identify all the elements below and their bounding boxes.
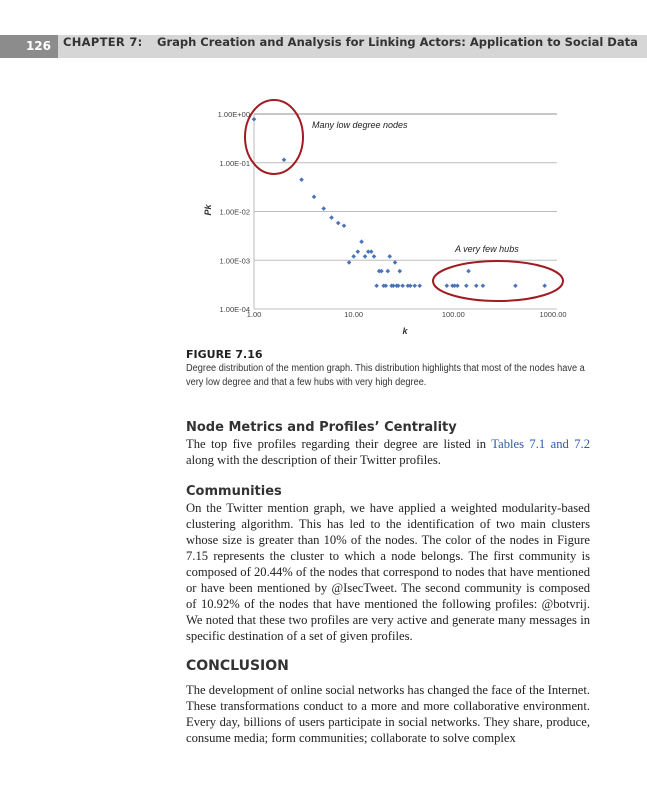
y-tick-label: 1.00E-02 — [220, 208, 250, 217]
data-point — [397, 268, 403, 274]
x-tick-label: 10.00 — [344, 310, 363, 319]
figure-caption-text: Degree distribution of the mention graph… — [186, 363, 585, 388]
y-tick-label: 1.00E-04 — [220, 305, 250, 314]
data-point — [362, 254, 368, 259]
data-point — [395, 283, 401, 289]
paragraph: On the Twitter mention graph, we have ap… — [186, 501, 590, 643]
annotation-ellipse-low-degree — [244, 99, 304, 175]
data-point — [335, 220, 341, 226]
data-point — [383, 283, 389, 289]
y-tick-label: 1.00E+00 — [218, 110, 250, 119]
data-point — [392, 260, 398, 265]
annotation-label: Many low degree nodes — [312, 120, 408, 130]
data-point — [455, 283, 460, 289]
data-point — [251, 116, 257, 122]
data-point — [311, 194, 317, 200]
data-point — [329, 215, 334, 220]
data-point — [379, 268, 384, 274]
data-point — [417, 283, 423, 289]
paragraph: The top five profiles regarding their de… — [186, 436, 590, 468]
paragraph: The development of online social network… — [186, 683, 590, 745]
data-point — [444, 283, 450, 289]
data-point — [452, 283, 457, 289]
text: along with the description of their Twit… — [186, 453, 441, 467]
annotation-label: A very few hubs — [454, 244, 519, 254]
data-point — [341, 223, 347, 229]
data-point — [359, 239, 364, 245]
y-tick-label: 1.00E-03 — [220, 256, 250, 265]
chapter-title: Graph Creation and Analysis for Linking … — [157, 35, 638, 49]
data-point — [400, 283, 405, 289]
text: The top five profiles regarding their de… — [186, 437, 492, 451]
page-number: 126 — [0, 35, 58, 58]
section-node-metrics: Node Metrics and Profiles’ Centrality Th… — [186, 420, 590, 468]
x-axis-label: k — [402, 326, 408, 336]
y-tick-label: 1.00E-01 — [220, 159, 250, 168]
figure-caption: FIGURE 7.16 Degree distribution of the m… — [186, 348, 596, 390]
data-point — [374, 283, 379, 289]
data-point — [391, 283, 396, 289]
data-point — [464, 283, 469, 289]
data-point — [376, 268, 382, 274]
data-point — [412, 283, 418, 289]
x-tick-label: 1.00 — [247, 310, 262, 319]
data-point — [474, 283, 479, 289]
data-point — [281, 157, 287, 163]
data-point — [299, 177, 304, 182]
running-header: 126 CHAPTER 7: Graph Creation and Analys… — [0, 35, 647, 58]
chapter-label: CHAPTER 7: — [63, 35, 143, 49]
section-conclusion: CONCLUSION The development of online soc… — [186, 658, 590, 746]
tables-link[interactable]: Tables 7.1 and 7.2 — [491, 437, 590, 451]
section-heading: CONCLUSION — [186, 658, 289, 674]
data-point — [480, 283, 486, 289]
data-point — [355, 249, 361, 254]
x-tick-label: 1000.00 — [539, 310, 566, 319]
y-axis-label: Pk — [203, 204, 213, 216]
data-point — [321, 206, 326, 211]
section-heading: Communities — [186, 484, 282, 499]
degree-distribution-chart: 1.00E+00 1.00E-01 1.00E-02 1.00E-03 1.00E-04… — [203, 99, 567, 336]
annotation-ellipse-hubs — [432, 260, 564, 302]
data-point — [542, 283, 547, 289]
data-point — [346, 260, 352, 265]
data-point — [385, 268, 391, 274]
data-point — [371, 254, 377, 259]
data-point — [466, 268, 471, 274]
data-point — [387, 254, 393, 259]
data-point — [407, 283, 413, 289]
x-tick-label: 100.00 — [442, 310, 465, 319]
data-point — [405, 283, 411, 289]
section-communities: Communities On the Twitter mention graph… — [186, 484, 590, 644]
figure-label: FIGURE 7.16 — [186, 348, 263, 361]
section-heading: Node Metrics and Profiles’ Centrality — [186, 420, 457, 435]
data-point — [513, 283, 518, 289]
data-point — [365, 249, 371, 254]
data-point — [368, 249, 374, 254]
data-point — [351, 254, 356, 259]
